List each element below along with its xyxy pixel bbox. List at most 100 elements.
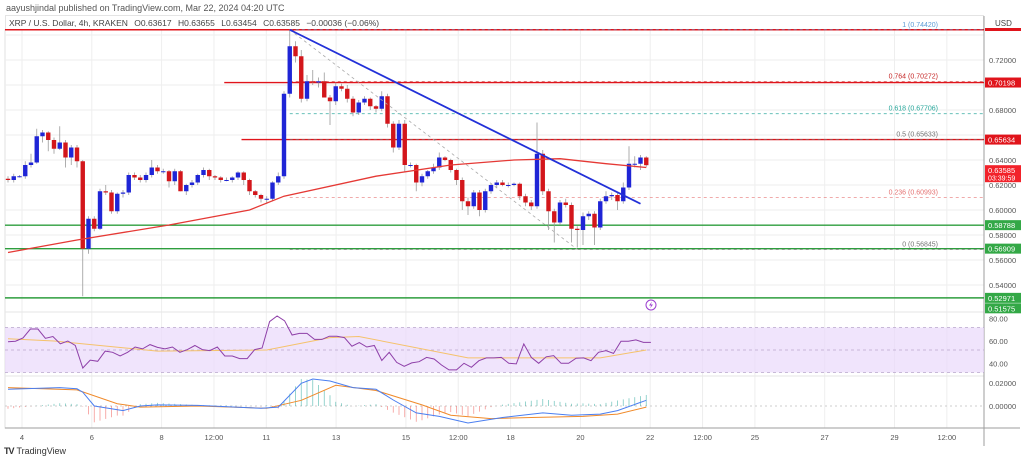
candle-up	[11, 176, 16, 180]
candle-up	[586, 213, 591, 217]
price-badge-top	[985, 28, 1021, 31]
macd-tick-label: 0.00000	[989, 402, 1016, 411]
time-tick-label: 13	[332, 433, 340, 442]
time-tick-label: 20	[576, 433, 584, 442]
candle-up	[126, 175, 131, 193]
price-badge-label: 0.51575	[988, 304, 1015, 313]
candle-down	[178, 171, 183, 192]
candle-down	[339, 86, 344, 89]
candle-up	[161, 171, 166, 173]
candle-down	[310, 81, 315, 83]
candle-up	[184, 185, 189, 192]
fib-level-label: 0 (0.56845)	[902, 241, 938, 248]
candle-up	[304, 81, 310, 99]
price-badge-label: 0.70198	[988, 79, 1015, 88]
candle-up	[316, 81, 321, 83]
symbol-title[interactable]: XRP / U.S. Dollar, 4h, KRAKEN	[9, 18, 128, 28]
candle-down	[546, 191, 551, 212]
fib-level-label: 0.236 (0.60993)	[889, 190, 938, 197]
candle-down	[327, 97, 333, 102]
candle-down	[74, 147, 80, 162]
candle-up	[506, 185, 511, 186]
candle-up	[23, 165, 28, 177]
ohlc-low: L0.63454	[221, 18, 257, 28]
candle-down	[615, 195, 620, 202]
candle-up	[189, 182, 195, 185]
price-badge	[985, 243, 1021, 254]
candle-up	[626, 163, 632, 188]
candle-down	[454, 170, 459, 180]
candle-up	[580, 216, 586, 230]
candle-down	[477, 192, 482, 210]
grid	[4, 16, 1020, 446]
candle-up	[419, 176, 425, 183]
candle-down	[391, 123, 396, 148]
candle-up	[557, 202, 563, 223]
rsi-tick-label: 40.00	[989, 359, 1008, 368]
candle-up	[34, 136, 39, 163]
candle-up	[396, 123, 402, 148]
time-tick-label: 12:00	[205, 433, 224, 442]
time-tick-label: 29	[890, 433, 898, 442]
candle-down	[517, 183, 522, 197]
price-badge	[985, 165, 1021, 183]
candle-down	[218, 177, 223, 180]
candle-up	[287, 46, 292, 94]
price-badge	[985, 220, 1021, 231]
fib-level-label: 1 (0.74420)	[902, 22, 938, 29]
fib-level-label: 0.764 (0.70272)	[889, 74, 938, 81]
overlays	[7, 28, 647, 254]
price-axis[interactable]: 0.72000 0.68000 0.64000 0.62000 0.60000 0.580…	[985, 28, 1021, 411]
currency-label: USD	[995, 19, 1012, 28]
candle-up	[333, 86, 338, 102]
price-badge-label: 0.65634	[988, 136, 1015, 145]
candle-down	[500, 182, 505, 185]
candle-up	[632, 163, 637, 165]
candle-down	[368, 98, 373, 107]
macd-line	[7, 378, 647, 424]
candle-up	[603, 196, 609, 202]
candle-up	[494, 182, 499, 185]
candle-down	[80, 161, 85, 249]
tradingview-logo[interactable]: TV TradingView	[4, 446, 66, 456]
price-badge-label: 0.52971	[988, 294, 1015, 303]
fib-level-label: 0.5 (0.65633)	[896, 132, 938, 139]
time-tick-label: 11	[262, 433, 270, 442]
candle-down	[592, 213, 597, 228]
candle-down	[92, 218, 97, 229]
bearish-trendline	[289, 28, 641, 205]
candle-up	[40, 132, 45, 137]
fib-diagonal-line	[289, 29, 578, 250]
candle-down	[644, 157, 649, 166]
candle-down	[46, 132, 51, 140]
candle-down	[569, 205, 574, 229]
moving-average-line	[7, 158, 647, 254]
price-badge-label: 0.58788	[988, 221, 1015, 230]
candles	[5, 29, 649, 297]
candle-down	[523, 196, 528, 203]
candle-up	[149, 167, 154, 175]
candle-up	[431, 167, 436, 172]
candle-up	[224, 180, 229, 181]
lightning-icon[interactable]	[645, 299, 657, 311]
price-badge-label: 0.63585	[988, 166, 1015, 175]
candle-up	[276, 176, 281, 183]
time-tick-label: 22	[646, 433, 654, 442]
ohlc-open: O0.63617	[134, 18, 172, 28]
publisher-caption: aayushjindal published on TradingView.co…	[6, 3, 285, 13]
time-axis[interactable]: 4 6 8 12:00 11 13 15 12:00 18 20 22 12:00 25 27 29 12:0…	[20, 433, 956, 442]
price-badge-label: 0.56909	[988, 245, 1015, 254]
candle-up	[264, 198, 269, 200]
time-tick-label: 25	[751, 433, 759, 442]
candle-down	[350, 98, 356, 113]
candle-down	[293, 46, 298, 57]
rsi-tick-label: 60.00	[989, 337, 1008, 346]
candle-up	[235, 172, 241, 178]
candle-up	[471, 192, 476, 207]
candle-down	[166, 171, 172, 182]
time-tick-label: 6	[90, 433, 94, 442]
candle-down	[207, 170, 212, 177]
candle-down	[51, 140, 57, 149]
price-tick-label: 0.62000	[989, 181, 1016, 190]
